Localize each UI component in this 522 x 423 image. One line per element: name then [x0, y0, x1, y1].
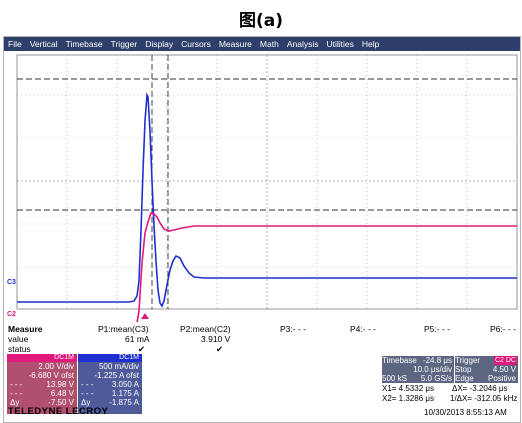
menu-math[interactable]: Math — [259, 39, 279, 49]
trigger-label: Trigger — [455, 356, 481, 365]
p2-status: ✔ — [216, 344, 224, 354]
waveform-display[interactable]: C3 C2 — [4, 51, 520, 322]
timebase-samples: 500 kS — [382, 374, 407, 383]
status-label: status — [8, 344, 31, 354]
menu-trigger[interactable]: Trigger — [110, 39, 138, 49]
p3-name[interactable]: P3:- - - — [280, 324, 306, 334]
c2-scale: 2.00 V/div — [38, 362, 74, 371]
c2-channel-box[interactable]: DC1M 2.00 V/div -6.680 V ofst - - -13.98… — [7, 354, 77, 414]
c3-tag: DC1M — [78, 354, 142, 362]
c2-r2: - - -6.48 V — [10, 389, 74, 398]
c2-dy: Δy -7.50 V — [10, 398, 74, 407]
measure-label: Measure — [8, 324, 43, 334]
c2-ground-marker: C2 — [7, 311, 16, 318]
trigger-tag: C2 DC — [493, 356, 517, 365]
c3-trace — [17, 92, 517, 308]
figure-title: 图(a) — [238, 11, 283, 31]
menu-timebase[interactable]: Timebase — [65, 39, 103, 49]
p1-value: 61 mA — [125, 334, 150, 344]
c2-r1: - - -13.98 V — [10, 380, 74, 389]
c3-r1: - - -3.050 A — [81, 380, 139, 389]
c2-trace — [136, 211, 517, 322]
cursor-inv-dx: 1/ΔX= -312.05 kHz — [450, 394, 518, 403]
c3-r2: - - -1.175 A — [81, 389, 139, 398]
cursor-dx: ΔX= -3.2046 μs — [452, 384, 508, 393]
c3-ground-marker: C3 — [7, 279, 16, 286]
timebase-box[interactable]: Timebase -24.8 μs 10.0 μs/div 500 kS 5.0 G… — [382, 356, 454, 383]
trigger-slope: Positive — [487, 374, 516, 383]
menu-vertical[interactable]: Vertical — [29, 39, 58, 49]
oscilloscope-window: File Vertical Timebase Trigger Display C… — [3, 36, 521, 423]
brand-logo: TELEDYNE LECROY — [8, 406, 109, 417]
cursor-readout-2: X2= 1.3286 μs 1/ΔX= -312.05 kHz — [382, 394, 517, 403]
trigger-type: Edge — [455, 374, 474, 383]
p2-value: 3.910 V — [201, 334, 231, 344]
cursor-x2: X2= 1.3286 μs — [382, 394, 434, 403]
trigger-level: 4.50 V — [492, 365, 516, 374]
trigger-marker — [141, 313, 149, 319]
measure-table: Measure P1:mean(C3) P2:mean(C2) P3:- - -… — [4, 323, 520, 354]
cursor-x1: X1= 4.5332 μs — [382, 384, 434, 393]
menu-help[interactable]: Help — [361, 39, 380, 49]
timestamp: 10/30/2013 8:55:13 AM — [424, 408, 507, 417]
grid — [17, 55, 517, 309]
c3-offset: -1.225 A ofst — [94, 371, 139, 380]
p2-name[interactable]: P2:mean(C2) — [180, 324, 231, 334]
menu-display[interactable]: Display — [145, 39, 174, 49]
timebase-delay: -24.8 μs — [422, 356, 452, 365]
menu-cursors[interactable]: Cursors — [181, 39, 211, 49]
c3-scale: 500 mA/div — [98, 362, 139, 371]
p6-name[interactable]: P6:- - - — [490, 324, 516, 334]
trigger-box[interactable]: Trigger C2 DC Stop 4.50 V Edge Positive — [455, 356, 518, 383]
p4-name[interactable]: P4:- - - — [350, 324, 376, 334]
menu-measure[interactable]: Measure — [218, 39, 252, 49]
timebase-rate: 5.0 GS/s — [420, 374, 452, 383]
c3-channel-box[interactable]: DC1M 500 mA/div -1.225 A ofst - - -3.050… — [78, 354, 142, 414]
menu-file[interactable]: File — [8, 39, 22, 49]
p5-name[interactable]: P5:- - - — [424, 324, 450, 334]
timebase-div: 10.0 μs/div — [413, 365, 452, 374]
value-label: value — [8, 334, 29, 344]
c3-dy: Δy -1.875 A — [81, 398, 139, 407]
p1-status: ✔ — [138, 344, 146, 354]
c2-offset: -6.680 V ofst — [28, 371, 74, 380]
menu-bar: File Vertical Timebase Trigger Display C… — [4, 37, 520, 51]
p1-name[interactable]: P1:mean(C3) — [98, 324, 149, 334]
menu-utilities[interactable]: Utilities — [326, 39, 354, 49]
timebase-label: Timebase — [382, 356, 417, 365]
cursor-readout-1: X1= 4.5332 μs ΔX= -3.2046 μs — [382, 384, 508, 393]
menu-analysis[interactable]: Analysis — [286, 39, 319, 49]
c2-tag: DC1M — [7, 354, 77, 362]
trigger-mode: Stop — [455, 365, 472, 374]
